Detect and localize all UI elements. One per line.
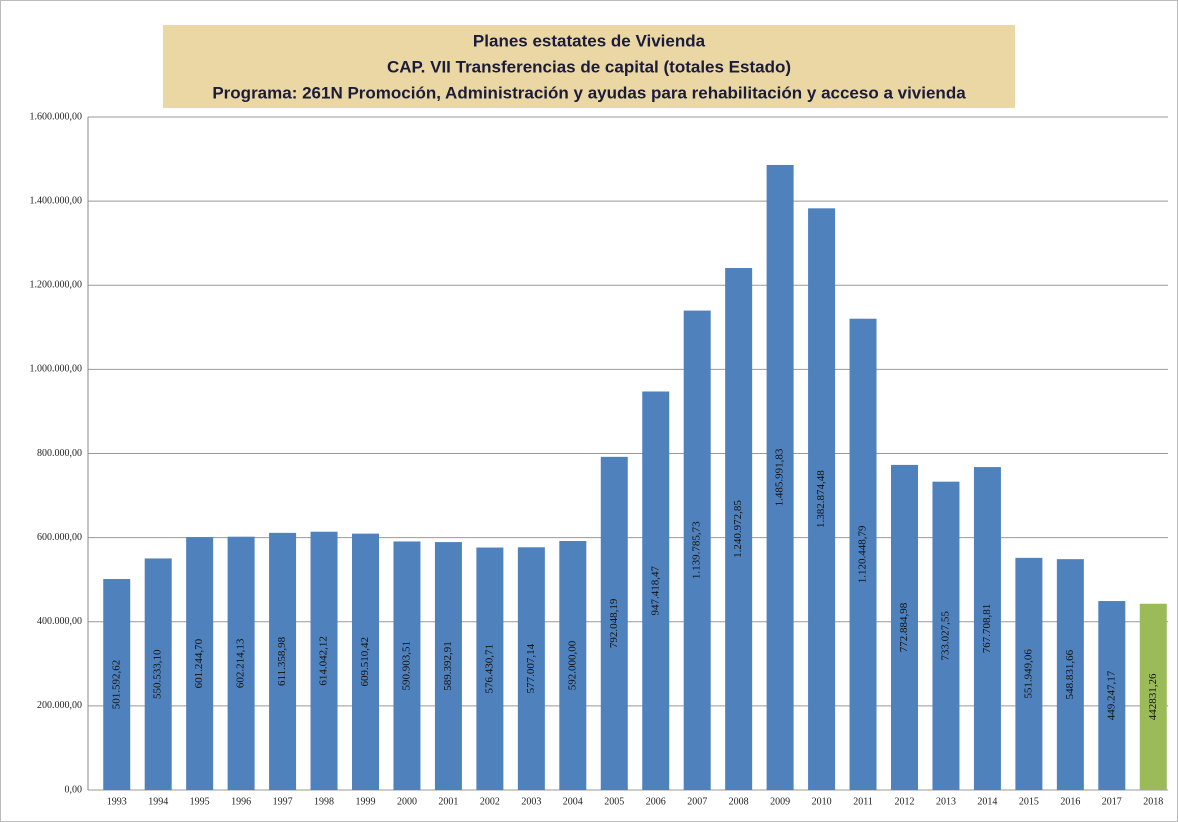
value-label: 1.240.972,85 <box>732 500 744 558</box>
x-tick-label: 1995 <box>190 796 210 807</box>
x-tick-label: 2000 <box>397 796 417 807</box>
value-label: 733.027,55 <box>939 611 951 661</box>
bar <box>144 558 172 790</box>
x-tick-label: 1999 <box>356 796 376 807</box>
bar <box>766 164 794 790</box>
bar <box>1139 603 1167 790</box>
x-tick-label: 2017 <box>1102 796 1122 807</box>
x-tick-label: 1993 <box>107 796 127 807</box>
x-tick-label: 2004 <box>563 796 583 807</box>
title-line: Planes estatates de Vivienda <box>473 31 706 50</box>
bar <box>310 531 338 790</box>
y-tick-label: 1.000.000,00 <box>30 364 83 375</box>
value-label: 1.382.874,48 <box>815 470 827 528</box>
title-line: CAP. VII Transferencias de capital (tota… <box>387 57 791 76</box>
bar <box>600 456 628 790</box>
bar <box>808 208 836 790</box>
bar <box>891 464 918 790</box>
bar <box>642 391 670 790</box>
value-label: 590.903,51 <box>400 641 412 691</box>
x-tick-label: 2003 <box>521 796 541 807</box>
title-line: Programa: 261N Promoción, Administración… <box>212 83 966 102</box>
bar <box>352 533 379 790</box>
value-label: 592.000,00 <box>566 640 578 690</box>
x-tick-label: 2009 <box>770 796 790 807</box>
value-label: 772.884,98 <box>898 602 910 652</box>
bar <box>725 268 753 790</box>
y-tick-label: 0,00 <box>65 784 83 795</box>
value-label: 602.214,13 <box>235 638 247 688</box>
value-label: 947.418,47 <box>649 565 661 615</box>
bar <box>517 547 545 790</box>
bar <box>683 310 711 790</box>
value-label: 767.708,81 <box>981 604 993 654</box>
bar <box>1098 601 1126 790</box>
bar <box>393 541 421 790</box>
value-label: 550.533,10 <box>152 649 164 699</box>
bar <box>1056 559 1084 790</box>
x-tick-label: 1998 <box>314 796 334 807</box>
x-tick-label: 2006 <box>646 796 666 807</box>
y-tick-label: 1.200.000,00 <box>30 280 83 291</box>
value-label: 601.244,70 <box>193 638 205 688</box>
bar <box>559 540 587 790</box>
bar <box>1015 557 1043 790</box>
value-label: 576.430,71 <box>483 644 495 694</box>
value-label: 1.139.785,73 <box>691 521 703 579</box>
bar <box>932 481 960 790</box>
y-tick-label: 1.400.000,00 <box>30 195 83 206</box>
value-label: 614.042,12 <box>318 636 330 686</box>
value-label: 577.007,14 <box>525 643 537 693</box>
title-box <box>163 25 1015 108</box>
x-tick-label: 2002 <box>480 796 500 807</box>
value-label: 1.485.991,83 <box>774 448 786 506</box>
x-tick-label: 2013 <box>936 796 956 807</box>
y-tick-label: 1.600.000,00 <box>30 111 83 122</box>
y-tick-label: 200.000,00 <box>37 700 82 711</box>
x-tick-label: 2005 <box>604 796 624 807</box>
y-tick-label: 600.000,00 <box>37 532 82 543</box>
x-tick-label: 2012 <box>895 796 915 807</box>
x-tick-label: 2016 <box>1060 796 1080 807</box>
value-label: 611.358,98 <box>276 636 288 686</box>
value-label: 792.048,19 <box>608 598 620 648</box>
bar <box>434 542 462 790</box>
bar <box>849 318 877 790</box>
bar <box>186 537 214 790</box>
x-tick-label: 2001 <box>438 796 458 807</box>
x-tick-label: 2011 <box>853 796 873 807</box>
x-tick-label: 2010 <box>812 796 832 807</box>
y-tick-label: 800.000,00 <box>37 448 82 459</box>
value-label: 449.247,17 <box>1105 670 1117 720</box>
value-label: 442831,26 <box>1147 673 1159 720</box>
bar <box>269 532 297 790</box>
value-label: 548.831,66 <box>1064 649 1076 699</box>
value-label: 609.510,42 <box>359 637 371 687</box>
x-tick-label: 1996 <box>231 796 251 807</box>
bar <box>973 467 1001 790</box>
value-label: 1.120.448,79 <box>857 525 869 583</box>
x-tick-label: 2018 <box>1143 796 1163 807</box>
x-tick-label: 1997 <box>273 796 293 807</box>
value-label: 589.392,91 <box>442 641 454 691</box>
x-tick-label: 2014 <box>977 796 997 807</box>
x-tick-label: 2008 <box>729 796 749 807</box>
bar <box>103 579 131 790</box>
x-tick-label: 1994 <box>148 796 168 807</box>
value-label: 501.592,62 <box>110 660 122 710</box>
bar <box>227 536 255 790</box>
x-tick-label: 2007 <box>687 796 707 807</box>
value-label: 551.949,06 <box>1022 649 1034 699</box>
bar <box>476 547 504 790</box>
y-tick-label: 400.000,00 <box>37 616 82 627</box>
x-tick-label: 2015 <box>1019 796 1039 807</box>
